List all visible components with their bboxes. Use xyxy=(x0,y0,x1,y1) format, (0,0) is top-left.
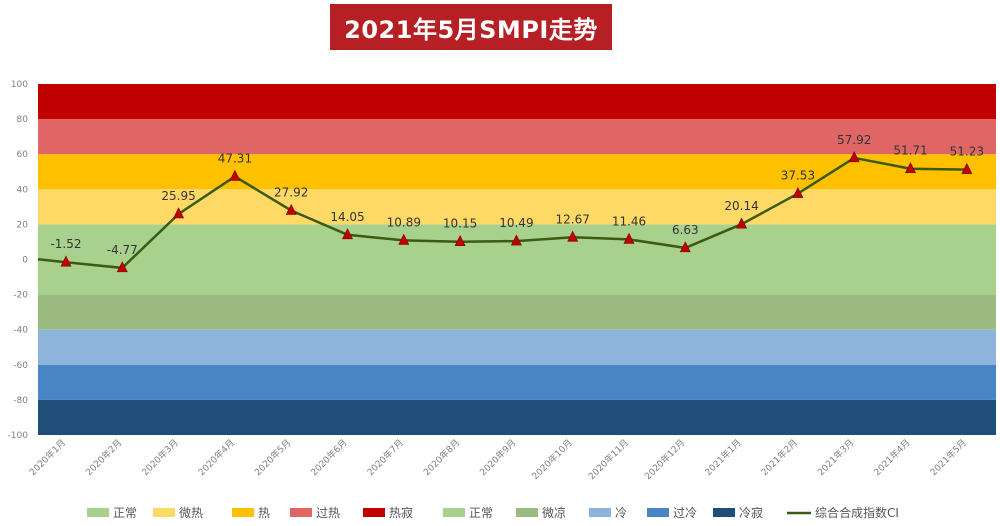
x-tick-label: 2020年5月 xyxy=(252,437,293,478)
legend-label: 微热 xyxy=(179,506,203,520)
zone-band-3 xyxy=(38,119,996,155)
data-label: 6.63 xyxy=(672,223,699,237)
data-point xyxy=(792,186,804,198)
y-tick-label: 80 xyxy=(17,115,29,125)
zone-band-7 xyxy=(38,329,996,365)
x-tick-label: 2021年1月 xyxy=(702,437,743,478)
legend-swatch xyxy=(290,508,312,517)
y-tick-label: -60 xyxy=(13,361,28,371)
data-point xyxy=(60,255,72,267)
data-label: 12.67 xyxy=(556,212,590,226)
y-tick-label: 0 xyxy=(22,256,28,266)
data-label: 51.71 xyxy=(893,144,927,158)
data-label: 20.14 xyxy=(724,199,758,213)
data-label: 51.23 xyxy=(950,145,984,159)
y-tick-label: 20 xyxy=(17,220,29,230)
legend-swatch xyxy=(713,508,735,517)
data-point xyxy=(229,169,241,181)
x-tick-label: 2020年2月 xyxy=(83,437,124,478)
x-tick-label: 2020年1月 xyxy=(27,437,68,478)
data-label: -4.77 xyxy=(107,243,138,257)
chart-title: 2021年5月SMPI走势 xyxy=(344,15,598,44)
data-label: -1.52 xyxy=(50,237,81,251)
legend-label: 正常 xyxy=(469,506,493,520)
y-tick-label: 100 xyxy=(11,80,28,90)
data-point xyxy=(623,232,635,244)
data-label: 57.92 xyxy=(837,133,871,147)
legend-swatch xyxy=(443,508,465,517)
data-label: 25.95 xyxy=(161,189,195,203)
data-point xyxy=(454,235,466,246)
zone-band-8 xyxy=(38,364,996,400)
series-line-ci xyxy=(37,156,967,270)
data-point xyxy=(116,261,128,273)
legend-label: 冷 xyxy=(615,506,627,520)
data-point xyxy=(510,234,522,246)
x-tick-label: 2020年12月 xyxy=(642,437,688,483)
y-tick-label: 40 xyxy=(17,185,29,195)
legend-label: 综合合成指数CI xyxy=(815,505,899,520)
legend-swatch xyxy=(647,508,669,517)
data-point xyxy=(398,233,410,245)
legend-swatch xyxy=(589,508,611,517)
x-tick-label: 2020年7月 xyxy=(364,437,405,478)
data-point xyxy=(567,230,579,242)
x-tick-label: 2020年3月 xyxy=(139,437,180,478)
y-tick-label: -100 xyxy=(8,431,29,441)
data-label: 14.05 xyxy=(330,210,364,224)
x-tick-label: 2020年11月 xyxy=(586,437,632,483)
legend-label: 热寂 xyxy=(389,505,413,520)
zone-band-9 xyxy=(38,399,996,435)
zone-band-1 xyxy=(38,189,996,225)
data-label: 47.31 xyxy=(218,151,252,165)
legend-label: 热 xyxy=(258,506,270,520)
data-label: 37.53 xyxy=(781,169,815,183)
legend-label: 过热 xyxy=(316,506,340,520)
zone-band-2 xyxy=(38,154,996,190)
legend-label: 正常 xyxy=(113,506,137,520)
x-tick-label: 2021年3月 xyxy=(815,437,856,478)
data-point xyxy=(736,217,748,229)
x-tick-label: 2020年4月 xyxy=(196,437,237,478)
x-tick-label: 2020年10月 xyxy=(529,437,575,483)
data-point xyxy=(285,203,297,215)
x-tick-label: 2020年6月 xyxy=(308,437,349,478)
x-tick-label: 2021年5月 xyxy=(927,437,968,478)
data-point xyxy=(173,207,185,219)
data-point xyxy=(679,241,691,253)
y-tick-label: -80 xyxy=(13,396,28,406)
data-point xyxy=(848,151,860,163)
chart-title-box: 2021年5月SMPI走势 xyxy=(330,4,612,50)
legend-swatch xyxy=(153,508,175,517)
zone-band-4 xyxy=(38,84,996,120)
data-label: 11.46 xyxy=(612,214,646,228)
data-point xyxy=(905,162,916,174)
x-tick-label: 2021年4月 xyxy=(871,437,912,478)
y-tick-label: -40 xyxy=(13,326,28,336)
y-tick-label: -20 xyxy=(13,291,28,301)
legend-swatch xyxy=(232,508,254,517)
data-point xyxy=(961,162,973,174)
legend-swatch xyxy=(516,508,538,517)
legend-swatch xyxy=(363,508,385,517)
data-label: 10.49 xyxy=(499,216,533,230)
x-tick-label: 2020年8月 xyxy=(421,437,462,478)
legend-label: 冷寂 xyxy=(739,505,763,520)
zone-band-6 xyxy=(38,294,996,330)
data-point xyxy=(342,228,353,240)
zone-band-5 xyxy=(38,259,996,295)
data-label: 27.92 xyxy=(274,186,308,200)
legend-label: 微凉 xyxy=(542,505,566,520)
x-tick-label: 2021年2月 xyxy=(759,437,800,478)
legend-label: 过冷 xyxy=(673,506,697,520)
x-tick-label: 2020年9月 xyxy=(477,437,518,478)
data-label: 10.15 xyxy=(443,217,477,231)
legend-swatch xyxy=(87,508,109,517)
y-tick-label: 60 xyxy=(17,150,29,160)
data-label: 10.89 xyxy=(387,215,421,229)
